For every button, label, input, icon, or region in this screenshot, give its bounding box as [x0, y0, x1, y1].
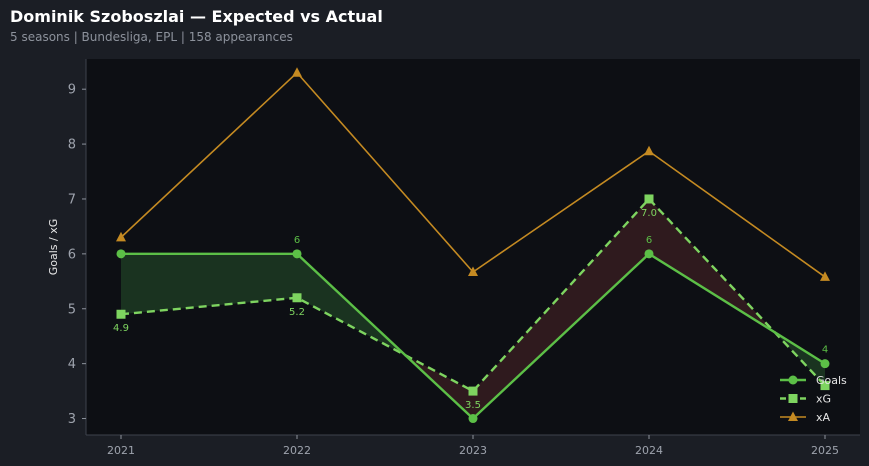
- data-label-xg: 7.0: [641, 208, 657, 219]
- data-point-xg: [468, 386, 478, 396]
- y-tick-label: 7: [68, 192, 76, 207]
- axes: 3 4 5 6 7 8 9 2021 2022 2023 2024 2025: [68, 59, 860, 457]
- series-goals: [116, 249, 830, 424]
- y-tick-label: 9: [68, 83, 76, 98]
- data-point-goals: [116, 249, 126, 259]
- series-layer: [116, 67, 830, 424]
- data-point-goals: [820, 359, 830, 369]
- y-tick-label: 4: [68, 357, 76, 372]
- legend-marker: [788, 394, 798, 403]
- data-point-xa: [116, 231, 126, 242]
- chart-subtitle: 5 seasons | Bundesliga, EPL | 158 appear…: [10, 30, 293, 44]
- legend-label: xG: [816, 393, 831, 406]
- data-label-goals: 4: [822, 345, 828, 356]
- y-tick-label: 8: [68, 138, 76, 153]
- data-point-xg: [292, 293, 302, 303]
- data-label-xg: 3.5: [465, 400, 481, 411]
- x-tick-label: 2023: [459, 444, 487, 457]
- y-axis-label: Goals / xG: [47, 219, 60, 276]
- legend-label: xA: [816, 411, 831, 424]
- data-label-xg: 5.2: [289, 307, 305, 318]
- point-labels: 6 6 4 4.9 5.2 3.5 7.0: [113, 208, 828, 411]
- data-point-goals: [292, 249, 302, 259]
- x-tick-label: 2021: [107, 444, 135, 457]
- x-tick-label: 2024: [635, 444, 663, 457]
- plot-area: [86, 59, 860, 435]
- series-xg: [116, 194, 830, 396]
- data-point-xa: [644, 145, 654, 156]
- legend-label: Goals: [816, 374, 847, 387]
- legend-item-xg: xG: [780, 393, 831, 406]
- data-label-goals: 6: [646, 235, 652, 246]
- data-point-xg: [116, 309, 126, 319]
- data-point-xg: [644, 194, 654, 204]
- data-label-xg: 4.9: [113, 323, 129, 334]
- x-tick-label: 2022: [283, 444, 311, 457]
- data-point-goals: [644, 249, 654, 259]
- legend-item-goals: Goals: [780, 374, 847, 387]
- data-point-goals: [468, 414, 478, 424]
- data-point-xa: [820, 271, 830, 281]
- data-point-xa: [292, 67, 302, 77]
- fill-segment-0: [121, 253, 297, 315]
- x-tick-label: 2025: [811, 444, 839, 457]
- series-line-xg: [120, 197, 826, 393]
- data-point-xa: [468, 266, 478, 276]
- y-tick-label: 6: [68, 247, 76, 262]
- legend-marker: [788, 375, 798, 385]
- data-label-goals: 6: [294, 235, 300, 246]
- legend-marker: [788, 411, 798, 421]
- chart-title: Dominik Szoboszlai — Expected vs Actual: [10, 7, 383, 26]
- series-xa: [116, 67, 830, 281]
- legend: Goals xG xA: [780, 374, 847, 424]
- y-tick-label: 5: [68, 302, 76, 317]
- legend-item-xa: xA: [780, 411, 831, 424]
- fill-segment-2: [473, 198, 649, 419]
- data-point-xg: [820, 381, 830, 391]
- y-tick-label: 3: [68, 412, 76, 427]
